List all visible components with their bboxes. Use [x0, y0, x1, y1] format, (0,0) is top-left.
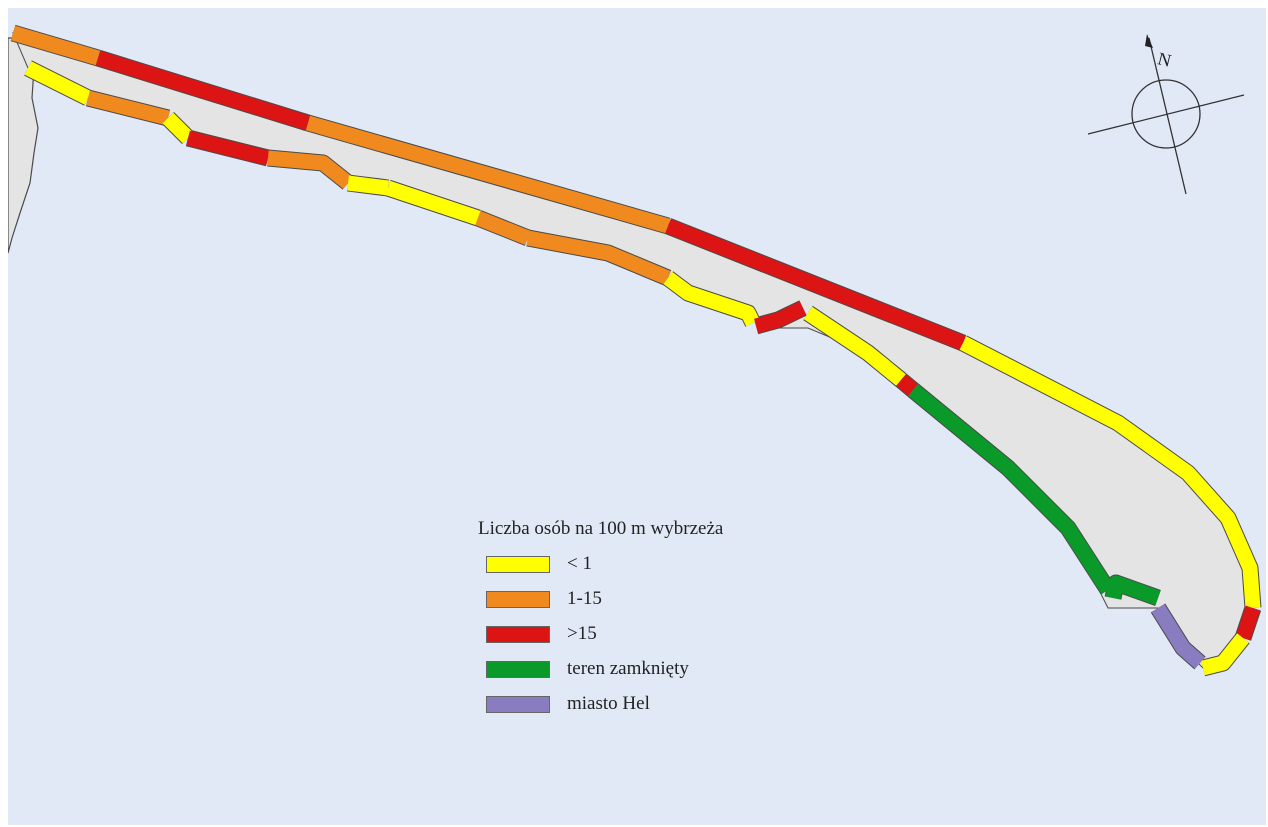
- legend-label: 1-15: [567, 588, 602, 609]
- legend-swatch-green: [486, 661, 550, 678]
- coast-segment: [385, 180, 481, 226]
- coast-segment: [526, 230, 671, 285]
- coast-segment: [186, 130, 270, 166]
- coast-segment: [1151, 604, 1205, 669]
- legend-swatch-yellow: [486, 556, 550, 573]
- coast-segment: [665, 219, 966, 350]
- coast-segment: [1235, 605, 1261, 641]
- compass-rose: N: [1087, 34, 1245, 195]
- coast-segment: [803, 306, 906, 386]
- coast-segment: [347, 175, 389, 196]
- coast-segments: [10, 24, 1262, 677]
- map-frame: N Liczba osób na 100 m wybrzeża < 1 1-15…: [8, 8, 1266, 825]
- coast-segment: [267, 150, 353, 189]
- coast-segment: [959, 336, 1261, 609]
- compass-ns-line: [1148, 37, 1187, 195]
- coast-segment: [754, 301, 807, 334]
- legend-label: < 1: [567, 553, 592, 574]
- compass-ew-line: [1087, 94, 1245, 135]
- legend-label: miasto Hel: [567, 693, 650, 714]
- legend-title: Liczba osób na 100 m wybrzeża: [478, 518, 724, 539]
- coast-segment: [1201, 633, 1249, 676]
- coast-segment: [86, 90, 170, 126]
- coast-segment: [663, 272, 760, 327]
- coast-segment: [475, 211, 531, 245]
- coast-segment: [1105, 575, 1161, 606]
- coast-segment: [908, 384, 1115, 595]
- map-canvas: N: [8, 8, 1266, 825]
- legend-label: >15: [567, 623, 597, 644]
- compass-circle: [1131, 79, 1201, 149]
- compass-arrow-icon: [1145, 34, 1153, 48]
- legend-label: teren zamknięty: [567, 658, 689, 679]
- legend-swatch-red: [486, 626, 550, 643]
- coast-segment: [95, 50, 311, 131]
- coast-segment: [305, 115, 671, 234]
- coast-segment: [896, 374, 918, 396]
- coast-segment: [24, 61, 92, 105]
- coast-segment: [10, 25, 101, 66]
- legend-swatch-purple: [486, 696, 550, 713]
- compass-north-label: N: [1156, 48, 1173, 71]
- legend: Liczba osób na 100 m wybrzeża < 1 1-15 >…: [478, 518, 724, 714]
- coast-segment: [162, 112, 194, 144]
- legend-swatch-orange: [486, 591, 550, 608]
